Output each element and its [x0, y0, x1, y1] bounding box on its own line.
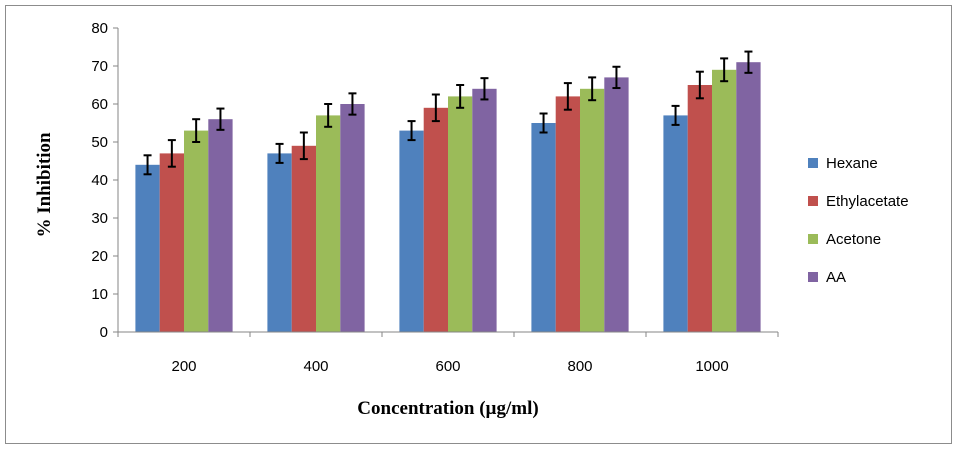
y-tick-label: 10 [91, 286, 108, 303]
error-bar [612, 65, 621, 90]
bar-hexane-400 [267, 153, 292, 332]
x-tick-label: 400 [303, 358, 328, 375]
legend-label: Acetone [826, 231, 881, 248]
bar-acetone-200 [184, 130, 209, 332]
bar-ethylacetate-600 [423, 107, 448, 332]
y-tick-label: 70 [91, 58, 108, 75]
bar-aa-400 [340, 104, 365, 332]
bar-aa-800 [604, 77, 629, 333]
x-tick-label: 1000 [695, 358, 728, 375]
error-bar [563, 82, 572, 111]
error-bar [143, 154, 152, 176]
legend-label: Ethylacetate [826, 193, 909, 210]
bar-hexane-1000 [663, 115, 688, 333]
bar-hexane-200 [135, 164, 160, 332]
y-tick-label: 30 [91, 210, 108, 227]
y-tick-label: 60 [91, 96, 108, 113]
error-bar [407, 120, 416, 142]
y-tick-label: 40 [91, 172, 108, 189]
bar-acetone-600 [448, 96, 473, 333]
bar-hexane-800 [531, 123, 556, 332]
legend-swatch [808, 272, 818, 282]
bar-aa-1000 [736, 62, 761, 332]
x-axis-title: Concentration (µg/ml) [357, 398, 538, 419]
x-tick-label: 600 [435, 358, 460, 375]
y-tick-label: 50 [91, 134, 108, 151]
error-bar [720, 57, 729, 83]
error-bar [324, 103, 333, 128]
bar-ethylacetate-200 [159, 153, 184, 332]
legend-label: AA [826, 269, 846, 286]
bar-ethylacetate-400 [291, 145, 316, 332]
legend-swatch [808, 196, 818, 206]
x-tick-label: 800 [567, 358, 592, 375]
error-bar [744, 50, 753, 74]
bar-acetone-800 [580, 88, 605, 332]
legend-item: Acetone [808, 231, 881, 248]
error-bar [671, 104, 680, 126]
legend-item: AA [808, 269, 846, 286]
legend-item: Hexane [808, 155, 878, 172]
bar-aa-600 [472, 88, 497, 332]
error-bar [192, 118, 201, 143]
bar-aa-200 [208, 119, 233, 332]
bar-acetone-400 [316, 115, 341, 333]
chart-frame [5, 5, 952, 444]
legend-label: Hexane [826, 155, 878, 172]
bar-ethylacetate-1000 [687, 85, 712, 332]
legend-swatch [808, 234, 818, 244]
error-bar [348, 92, 357, 116]
error-bar [431, 93, 440, 123]
y-axis-title: % Inhibition [34, 132, 55, 238]
error-bar [539, 112, 548, 134]
y-tick-label: 80 [91, 20, 108, 37]
bar-acetone-1000 [712, 69, 737, 333]
legend-item: Ethylacetate [808, 193, 909, 210]
x-tick-label: 200 [171, 358, 196, 375]
error-bar [588, 76, 597, 102]
y-tick-label: 20 [91, 248, 108, 265]
error-bar [299, 131, 308, 161]
error-bar [695, 70, 704, 100]
legend-swatch [808, 158, 818, 168]
error-bar [456, 84, 465, 109]
bar-ethylacetate-800 [555, 96, 580, 333]
y-tick-label: 0 [100, 324, 108, 341]
error-bar [216, 107, 225, 131]
error-bar [275, 142, 284, 164]
error-bar [167, 139, 176, 168]
error-bar [480, 77, 489, 101]
bar-hexane-600 [399, 130, 424, 332]
